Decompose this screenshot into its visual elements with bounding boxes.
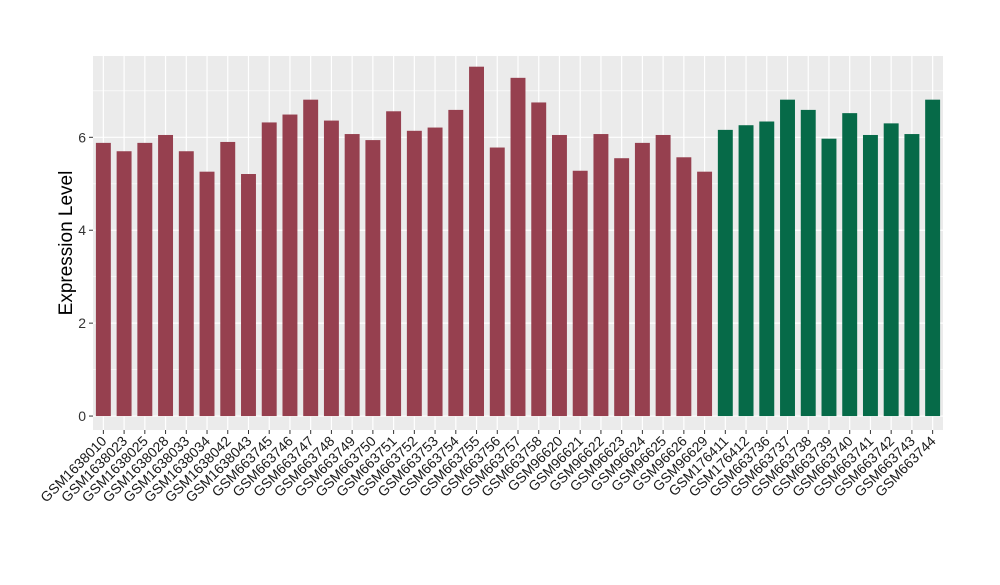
bar-GSM663737 (780, 99, 795, 417)
bar-GSM663753 (427, 127, 443, 417)
bar-GSM663736 (759, 121, 775, 417)
y-tick-label: 4 (78, 222, 86, 238)
x-axis: GSM1638010GSM1638023GSM1638025GSM1638028… (37, 430, 939, 505)
bar-GSM663745 (261, 122, 277, 417)
bars (95, 66, 941, 417)
bar-GSM96623 (614, 158, 630, 417)
bar-GSM663742 (883, 123, 899, 417)
bar-GSM663743 (904, 134, 920, 417)
bar-GSM663739 (821, 138, 837, 417)
bar-GSM176411 (717, 129, 733, 417)
bar-GSM96624 (634, 142, 650, 417)
bar-GSM96625 (655, 134, 671, 417)
bar-GSM96621 (572, 170, 588, 417)
bar-GSM1638023 (116, 151, 132, 417)
bar-GSM663751 (386, 111, 402, 417)
bar-GSM663757 (510, 77, 526, 417)
bar-GSM176412 (738, 125, 754, 417)
bar-GSM96622 (593, 134, 609, 417)
y-tick-label: 0 (78, 408, 86, 424)
bar-GSM1638025 (137, 142, 153, 417)
bar-GSM663741 (862, 134, 878, 417)
y-axis-title: Expression Level (56, 171, 77, 316)
bar-GSM663740 (842, 113, 858, 417)
bar-GSM1638033 (178, 151, 194, 417)
bar-GSM1638043 (241, 174, 256, 417)
y-tick-label: 2 (78, 315, 86, 331)
bar-GSM1638042 (220, 141, 236, 417)
y-tick-label: 6 (78, 129, 86, 145)
bar-GSM663758 (531, 102, 547, 417)
bar-GSM663749 (344, 134, 360, 417)
bar-GSM663747 (303, 99, 319, 417)
bar-GSM1638028 (158, 134, 174, 417)
bar-GSM96620 (552, 134, 567, 417)
bar-GSM663755 (469, 66, 484, 417)
bar-GSM663754 (448, 109, 464, 417)
bar-GSM663744 (925, 99, 941, 417)
bar-GSM663748 (323, 120, 339, 417)
y-axis: 0 2 4 6 (78, 129, 93, 424)
bar-GSM1638010 (95, 142, 111, 417)
bar-GSM663756 (489, 147, 505, 417)
bar-GSM663746 (282, 114, 298, 417)
bar-GSM663752 (406, 130, 422, 417)
bar-GSM663750 (365, 140, 381, 417)
bar-GSM96629 (697, 171, 713, 417)
bar-GSM663738 (800, 109, 816, 417)
bar-GSM1638034 (199, 171, 215, 417)
bar-GSM96626 (676, 157, 692, 417)
